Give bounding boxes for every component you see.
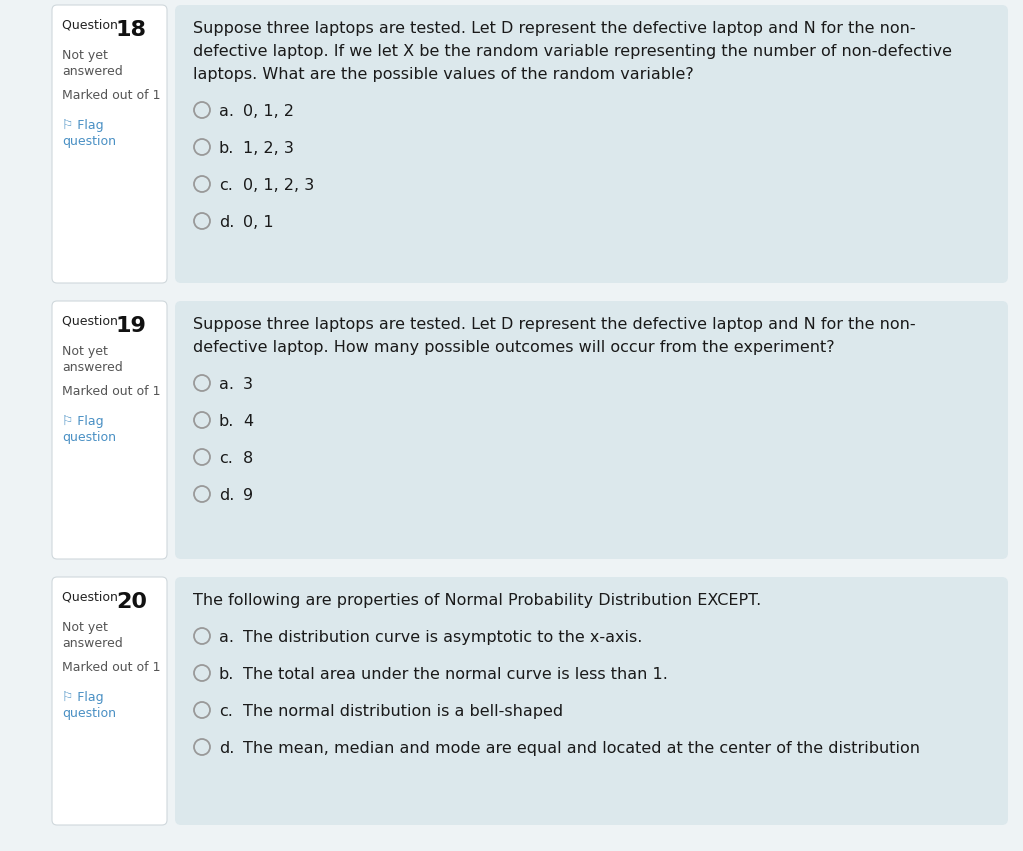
Text: 19: 19 <box>116 316 147 336</box>
Text: 18: 18 <box>116 20 147 40</box>
Text: The mean, median and mode are equal and located at the center of the distributio: The mean, median and mode are equal and … <box>243 741 920 756</box>
Text: The distribution curve is asymptotic to the x-axis.: The distribution curve is asymptotic to … <box>243 630 642 645</box>
Text: d.: d. <box>219 215 234 230</box>
Text: The following are properties of Normal Probability Distribution EXCEPT.: The following are properties of Normal P… <box>193 593 761 608</box>
Text: c.: c. <box>219 178 233 193</box>
Text: ⚐ Flag: ⚐ Flag <box>62 415 103 428</box>
Text: answered: answered <box>62 361 123 374</box>
Text: Question: Question <box>62 19 122 32</box>
Text: 0, 1, 2, 3: 0, 1, 2, 3 <box>243 178 314 193</box>
Text: d.: d. <box>219 741 234 756</box>
Text: 0, 1, 2: 0, 1, 2 <box>243 104 294 119</box>
Text: Marked out of 1: Marked out of 1 <box>62 89 161 102</box>
Text: question: question <box>62 135 116 148</box>
Text: question: question <box>62 431 116 444</box>
Text: d.: d. <box>219 488 234 503</box>
Text: a.: a. <box>219 630 234 645</box>
Text: 9: 9 <box>243 488 253 503</box>
Text: 3: 3 <box>243 377 253 392</box>
Text: b.: b. <box>219 667 234 682</box>
Text: a.: a. <box>219 377 234 392</box>
FancyBboxPatch shape <box>52 577 167 825</box>
Text: c.: c. <box>219 704 233 719</box>
FancyBboxPatch shape <box>175 5 1008 283</box>
FancyBboxPatch shape <box>52 5 167 283</box>
Text: Question: Question <box>62 315 122 328</box>
Text: 4: 4 <box>243 414 253 429</box>
Text: Not yet: Not yet <box>62 345 107 358</box>
FancyBboxPatch shape <box>175 577 1008 825</box>
Text: Suppose three laptops are tested. Let D represent the defective laptop and N for: Suppose three laptops are tested. Let D … <box>193 317 916 332</box>
Text: 20: 20 <box>116 592 147 612</box>
Text: Suppose three laptops are tested. Let D represent the defective laptop and N for: Suppose three laptops are tested. Let D … <box>193 21 916 36</box>
Text: Question: Question <box>62 591 122 604</box>
Text: question: question <box>62 707 116 720</box>
FancyBboxPatch shape <box>52 301 167 559</box>
Text: defective laptop. If we let X be the random variable representing the number of : defective laptop. If we let X be the ran… <box>193 44 952 59</box>
Text: Marked out of 1: Marked out of 1 <box>62 385 161 398</box>
Text: b.: b. <box>219 414 234 429</box>
Text: a.: a. <box>219 104 234 119</box>
Text: Not yet: Not yet <box>62 49 107 62</box>
Text: b.: b. <box>219 141 234 156</box>
Text: c.: c. <box>219 451 233 466</box>
Text: Marked out of 1: Marked out of 1 <box>62 661 161 674</box>
Text: 8: 8 <box>243 451 254 466</box>
Text: ⚐ Flag: ⚐ Flag <box>62 691 103 704</box>
Text: 1, 2, 3: 1, 2, 3 <box>243 141 294 156</box>
Text: answered: answered <box>62 637 123 650</box>
Text: laptops. What are the possible values of the random variable?: laptops. What are the possible values of… <box>193 67 694 82</box>
FancyBboxPatch shape <box>175 301 1008 559</box>
Text: defective laptop. How many possible outcomes will occur from the experiment?: defective laptop. How many possible outc… <box>193 340 835 355</box>
Text: 0, 1: 0, 1 <box>243 215 273 230</box>
Text: ⚐ Flag: ⚐ Flag <box>62 119 103 132</box>
Text: The total area under the normal curve is less than 1.: The total area under the normal curve is… <box>243 667 668 682</box>
Text: answered: answered <box>62 65 123 78</box>
Text: Not yet: Not yet <box>62 621 107 634</box>
Text: The normal distribution is a bell-shaped: The normal distribution is a bell-shaped <box>243 704 563 719</box>
